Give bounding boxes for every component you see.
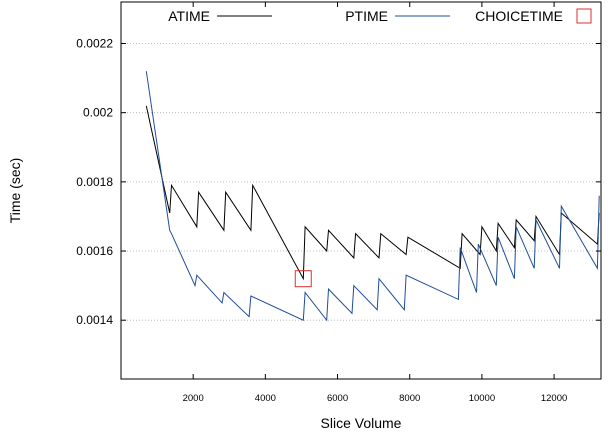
legend-swatch [576, 8, 592, 24]
x-ticks: 2000 4000 6000 8000 10000 12000 [183, 2, 567, 404]
x-axis-title: Slice Volume [321, 415, 402, 431]
y-axis-title: Time (sec) [7, 158, 23, 224]
atime-line [145, 105, 600, 281]
y-ticks: 0.0014 0.0016 0.0018 0.002 0.0022 [76, 37, 601, 327]
y-tick-label: 0.0014 [76, 313, 113, 327]
x-tick-label: 8000 [399, 393, 420, 404]
series-ptime [145, 71, 600, 322]
grid [121, 43, 601, 321]
series-atime [145, 105, 600, 281]
series-choicetime [294, 270, 312, 288]
legend-label: ATIME [168, 8, 210, 24]
y-tick-label: 0.002 [83, 106, 113, 120]
x-tick-label: 6000 [327, 393, 348, 404]
x-tick-label: 10000 [469, 393, 495, 404]
y-tick-label: 0.0022 [76, 37, 113, 51]
y-tick-label: 0.0016 [76, 244, 113, 258]
legend-label: CHOICETIME [475, 8, 563, 24]
legend-label: PTIME [345, 8, 388, 24]
legend-item-ptime: PTIME [345, 8, 450, 24]
plot-frame [120, 1, 602, 380]
x-tick-label: 4000 [255, 393, 276, 404]
legend-item-choicetime: CHOICETIME [475, 8, 592, 24]
x-tick-label: 12000 [541, 393, 567, 404]
legend-item-atime: ATIME [168, 8, 272, 24]
choicetime-point [294, 270, 312, 288]
y-tick-label: 0.0018 [76, 175, 113, 189]
legend: ATIME PTIME CHOICETIME [168, 8, 592, 24]
x-tick-label: 2000 [183, 393, 204, 404]
series-layer [145, 71, 600, 322]
ptime-line [145, 71, 600, 322]
